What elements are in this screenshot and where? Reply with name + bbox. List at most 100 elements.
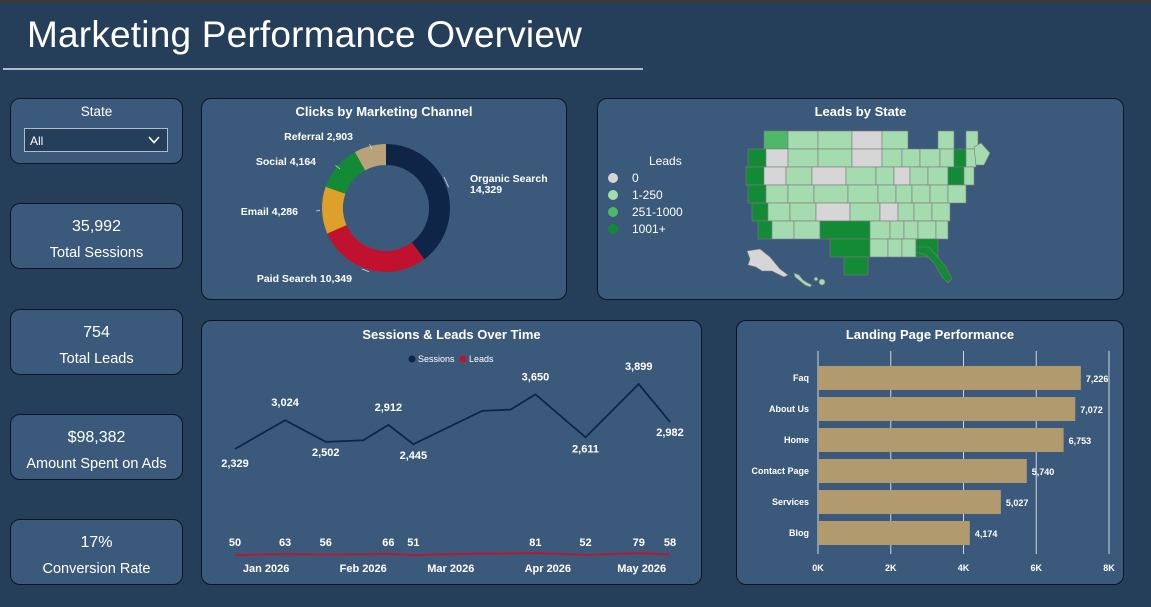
map-state[interactable] [765,184,789,204]
kpi-card-amount-spent: $98,382 Amount Spent on Ads [10,414,183,480]
sessions-data-label: 2,329 [221,458,249,470]
map-legend-swatch [608,190,618,200]
map-state[interactable] [937,130,955,150]
bar-contact-page[interactable] [818,459,1027,483]
map-state[interactable] [927,166,949,186]
donut-slice-paid-search[interactable] [327,225,425,272]
map-state-maine[interactable] [973,142,991,166]
map-state[interactable] [747,148,767,168]
title-underline [3,68,643,70]
line-legend-label[interactable]: Leads [469,354,494,364]
bar-value-label: 4,174 [975,529,998,539]
map-state[interactable] [963,166,975,186]
donut-slice-email[interactable] [322,186,347,234]
map-state[interactable] [909,166,929,186]
map-state-alaska[interactable] [746,248,789,278]
map-state[interactable] [793,220,821,240]
map-state-hawaii-island[interactable] [813,276,819,282]
map-legend-label[interactable]: 251-1000 [632,205,683,219]
map-state[interactable] [953,148,967,168]
map-state[interactable] [911,184,931,204]
bar-x-tick-label: 8K [1103,563,1115,573]
map-state[interactable] [789,202,817,222]
map-state-hawaii[interactable] [793,272,813,288]
map-state[interactable] [747,184,767,204]
map-state[interactable] [935,220,949,240]
map-state[interactable] [869,220,891,240]
map-state[interactable] [939,148,955,168]
map-legend-label[interactable]: 1001+ [632,222,666,236]
map-legend-label[interactable]: 0 [632,171,639,185]
map-state[interactable] [903,220,919,240]
leads-data-label: 66 [382,537,394,549]
bar-about-us[interactable] [818,397,1076,421]
map-state[interactable] [849,202,881,222]
bar-services[interactable] [818,490,1001,514]
sessions-line[interactable] [234,382,671,450]
sessions-data-label: 3,024 [271,397,299,409]
map-state[interactable] [919,148,941,168]
map-state[interactable] [767,202,791,222]
map-state[interactable] [881,130,909,150]
map-state[interactable] [877,184,897,204]
map-state[interactable] [901,238,917,258]
map-state[interactable] [817,148,853,168]
map-state[interactable] [845,166,877,186]
map-state[interactable] [787,184,815,204]
leads-data-label: 58 [664,537,676,549]
map-state[interactable] [811,166,847,186]
map-state[interactable] [913,202,933,222]
map-state[interactable] [817,130,853,150]
line-legend-label[interactable]: Sessions [418,354,455,364]
donut-slice-organic-search[interactable] [386,144,450,260]
map-state[interactable] [763,130,789,150]
map-state[interactable] [829,238,871,258]
map-state[interactable] [757,220,773,240]
line-x-tick-label: May 2026 [617,563,666,575]
map-state[interactable] [851,148,883,168]
map-state[interactable] [929,184,949,204]
map-state[interactable] [947,184,967,204]
kpi-value: $98,382 [67,429,126,446]
donut-slice-referral[interactable] [354,144,386,171]
map-state[interactable] [887,238,903,258]
map-state[interactable] [879,202,899,222]
bar-faq[interactable] [818,366,1081,390]
map-state[interactable] [869,238,889,258]
map-state[interactable] [895,184,913,204]
map-state[interactable] [771,220,795,240]
map-state[interactable] [815,202,851,222]
donut-slice-label: Paid Search 10,349 [257,273,352,285]
map-state[interactable] [931,202,951,222]
map-state[interactable] [901,148,921,168]
map-state[interactable] [751,202,769,222]
map-state[interactable] [947,166,965,186]
state-dropdown[interactable]: All [24,128,168,152]
map-state[interactable] [819,220,871,240]
map-state[interactable] [875,166,895,186]
map-state[interactable] [897,202,915,222]
sessions-data-label: 2,611 [572,443,599,455]
map-state-hawaii-island[interactable] [818,278,826,286]
map-state[interactable] [889,220,905,240]
map-state[interactable] [785,166,813,186]
leads-line[interactable] [234,552,671,556]
map-state-florida[interactable] [915,246,953,284]
map-state[interactable] [881,148,903,168]
map-state[interactable] [787,148,819,168]
map-state[interactable] [787,130,819,150]
map-state[interactable] [763,166,787,186]
donut-slice-social[interactable] [325,152,366,194]
map-state[interactable] [917,220,937,240]
map-state[interactable] [893,166,911,186]
map-state[interactable] [745,166,765,186]
map-state[interactable] [813,184,849,204]
map-legend-label[interactable]: 1-250 [632,188,663,202]
bar-home[interactable] [818,428,1064,452]
map-state[interactable] [847,184,879,204]
map-state[interactable] [851,130,883,150]
map-state[interactable] [843,256,869,276]
window-top-border [0,0,1151,3]
bar-blog[interactable] [818,521,970,545]
map-state[interactable] [765,148,789,168]
